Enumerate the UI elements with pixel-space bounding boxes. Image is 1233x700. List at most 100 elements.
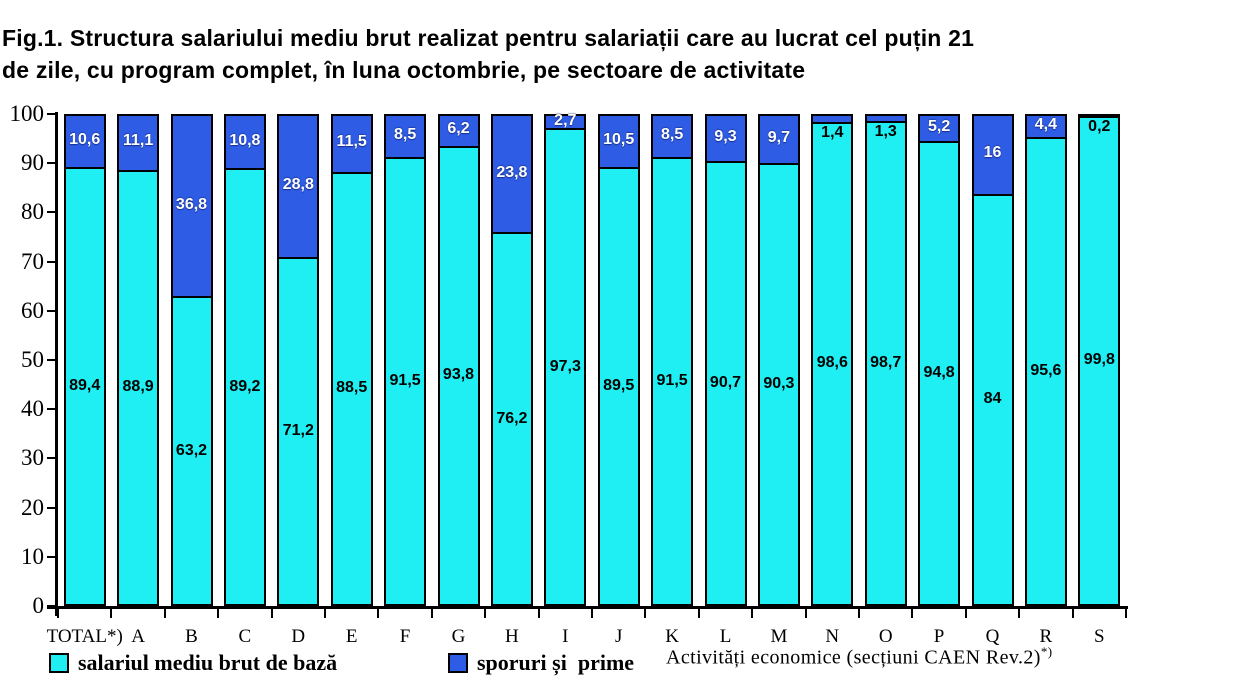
value-label-bonus: 0,2 (1088, 117, 1111, 135)
value-label-bonus: 2,7 (554, 111, 577, 129)
value-label-base: 91,5 (389, 371, 421, 389)
value-label-bonus: 4,4 (1034, 115, 1058, 133)
bar-P (918, 114, 961, 606)
x-axis-title-footnote: *) (1040, 644, 1053, 659)
y-tick-label: 10 (21, 543, 44, 569)
y-tick-label: 20 (21, 494, 44, 520)
bar-M (757, 114, 800, 606)
bar-segment-bonus (1080, 116, 1119, 118)
bar-D (277, 114, 320, 606)
y-tick (47, 555, 55, 558)
x-category-label: S (1094, 626, 1105, 647)
x-axis (47, 606, 1128, 609)
x-category-label: O (878, 626, 893, 647)
y-tick (47, 408, 55, 411)
y-tick (47, 359, 55, 361)
x-category-label: D (291, 626, 306, 647)
value-label-base: 98,7 (870, 354, 902, 372)
value-label-bonus: 10,6 (69, 131, 101, 149)
y-tick-label: 80 (21, 199, 44, 225)
x-category-label: K (665, 626, 679, 647)
y-tick (47, 309, 55, 312)
y-tick-label: 30 (21, 445, 44, 471)
x-tick (377, 609, 380, 618)
x-category-label: I (562, 626, 569, 647)
bar-segment-bonus (706, 116, 745, 163)
x-tick (1018, 609, 1021, 618)
x-tick (751, 609, 754, 618)
y-tick-label: 100 (9, 101, 45, 126)
y-tick (47, 162, 55, 165)
bar-segment-bonus (279, 116, 318, 259)
bar-I (544, 114, 587, 606)
value-label-bonus: 8,5 (393, 125, 417, 143)
x-tick (964, 609, 967, 618)
bar-N (811, 114, 854, 606)
x-category-label: N (825, 626, 840, 647)
bar-segment-bonus (813, 116, 852, 124)
x-category-label: L (719, 626, 732, 647)
x-tick (697, 609, 700, 618)
y-axis (55, 112, 58, 616)
value-label-bonus: 5,2 (927, 117, 951, 135)
value-label-base: 84 (983, 390, 1002, 408)
bar-segment-bonus (492, 116, 531, 235)
value-label-base: 76,2 (496, 409, 528, 427)
value-label-base: 90,7 (709, 373, 742, 391)
chart-title-line2: de zile, cu program complet, în luna oct… (2, 57, 806, 83)
value-label-bonus: 9,3 (714, 127, 737, 145)
bar-E (330, 114, 373, 606)
legend-item-bonus: sporuri și prime (448, 652, 634, 674)
bar-segment-bonus (866, 116, 905, 124)
chart-title-line1: Fig.1. Structura salariului mediu brut r… (2, 25, 975, 51)
bar-segment-bonus (546, 116, 585, 131)
x-axis-title-text: Activități economice (secțiuni CAEN Rev.… (666, 646, 1041, 669)
bar-B (170, 114, 213, 606)
x-tick (1125, 609, 1127, 618)
x-tick (110, 609, 113, 618)
value-label-bonus: 6,2 (447, 120, 470, 138)
bar-segment-bonus (973, 116, 1012, 196)
value-label-bonus: 28,8 (282, 175, 314, 193)
x-tick (430, 609, 433, 618)
x-category-label: H (505, 626, 519, 647)
x-category-label: C (238, 626, 252, 647)
value-label-bonus: 23,8 (496, 163, 528, 181)
bar-segment-bonus (332, 116, 371, 174)
bar-A (117, 114, 160, 606)
x-axis-title: Activități economice (secțiuni CAEN Rev.… (666, 644, 1053, 670)
value-label-base: 89,5 (603, 376, 635, 394)
x-tick (858, 609, 860, 618)
x-tick (270, 609, 273, 618)
bar-segment-bonus (225, 116, 264, 171)
bar-G (437, 114, 480, 606)
value-label-base: 98,6 (816, 354, 848, 372)
value-label-base: 90,3 (763, 374, 795, 392)
x-tick (1071, 609, 1074, 618)
value-label-base: 94,8 (923, 363, 955, 381)
legend-label-base: salariul mediu brut de bază (78, 650, 338, 675)
bar-segment-bonus (1026, 116, 1065, 139)
value-label-base: 97,3 (549, 357, 581, 375)
bar-segment-bonus (653, 116, 692, 159)
bar-J (597, 114, 640, 606)
x-tick (57, 609, 59, 618)
x-tick (163, 609, 166, 618)
value-label-bonus: 11,5 (336, 133, 367, 151)
y-tick (47, 211, 55, 214)
y-tick-label: 0 (32, 593, 45, 618)
bar-segment-bonus (386, 116, 425, 159)
y-tick-label: 90 (21, 150, 44, 176)
value-label-bonus: 16 (983, 144, 1002, 162)
bar-H (490, 114, 533, 606)
bar-segment-bonus (172, 116, 211, 299)
x-tick (804, 609, 807, 618)
value-label-base: 71,2 (282, 421, 314, 439)
y-tick (47, 457, 55, 460)
value-label-bonus: 1,3 (874, 123, 897, 141)
legend-swatch-bonus-icon (448, 653, 468, 673)
x-category-label: B (185, 626, 198, 647)
bar-R (1024, 114, 1067, 606)
value-label-base: 89,2 (229, 377, 261, 395)
